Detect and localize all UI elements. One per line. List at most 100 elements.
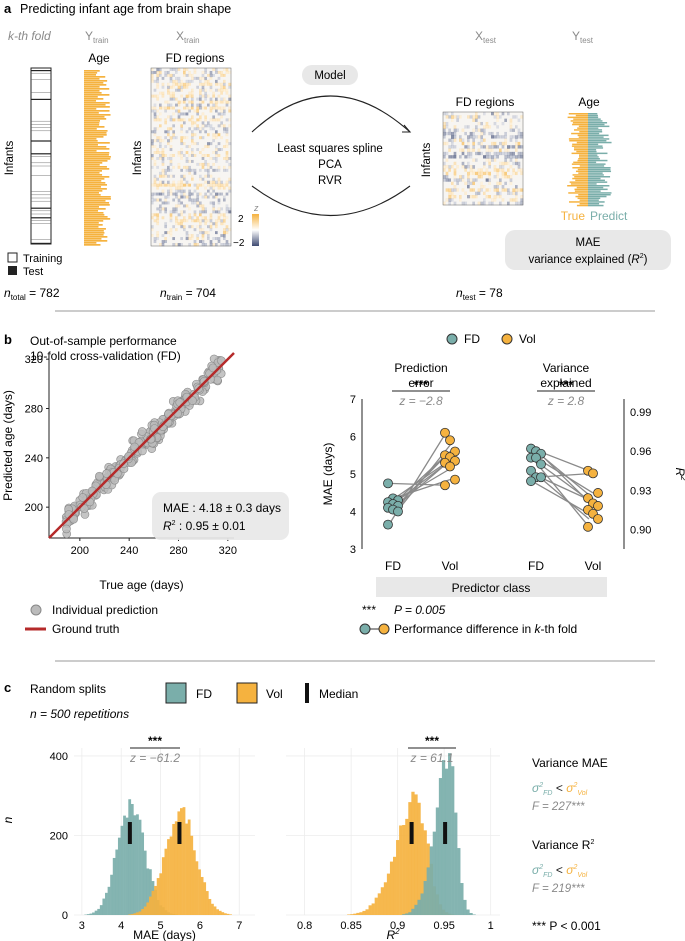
heat-cell [196, 159, 200, 164]
heat-cell [175, 162, 178, 167]
heat-cell [164, 136, 168, 140]
heat-cell [172, 76, 176, 81]
heat-cell [217, 124, 221, 128]
heat-cell [469, 138, 473, 143]
heat-cell [456, 175, 460, 179]
heat-cell [456, 125, 460, 129]
heat-cell [477, 201, 481, 206]
heat-cell [161, 240, 165, 244]
heat-cell [467, 131, 470, 136]
heat-cell [188, 201, 192, 205]
heat-cell [161, 76, 165, 81]
heat-cell [201, 192, 205, 196]
heat-cell [459, 151, 462, 156]
heat-cell [451, 198, 454, 202]
heat-cell [207, 204, 210, 208]
age-test-true-bar [578, 172, 588, 174]
heat-cell [191, 204, 194, 208]
heat-cell [491, 191, 494, 196]
age-test-true-bar [577, 168, 588, 171]
heat-cell [185, 177, 189, 182]
heat-cell [191, 112, 194, 116]
heat-cell [467, 138, 470, 143]
heat-cell [228, 231, 232, 235]
age-test-pred-bar [588, 120, 603, 122]
heat-cell [515, 128, 518, 133]
heat-cell [467, 135, 470, 139]
heat-cell [453, 138, 457, 143]
age-train-bar [84, 206, 99, 208]
heat-cell [499, 181, 502, 186]
heat-cell [448, 131, 452, 136]
heat-cell [509, 135, 513, 139]
heat-cell [185, 234, 189, 238]
heat-cell [207, 97, 210, 101]
heat-cell [225, 100, 229, 104]
heat-cell [223, 231, 226, 235]
heat-cell [461, 125, 465, 129]
r2-vol-bar [350, 914, 354, 915]
heat-cell [491, 195, 494, 199]
heat-cell [185, 76, 189, 81]
heat-cell [209, 148, 213, 152]
heat-cell [480, 115, 484, 119]
heat-cell [501, 121, 505, 126]
r2-tick-label: 0.93 [630, 485, 651, 497]
heat-cell [477, 181, 481, 186]
age-test-pred-bar [588, 158, 600, 160]
heat-cell [177, 124, 181, 128]
age-train-bar [84, 72, 98, 74]
heat-cell [177, 228, 181, 232]
heat-cell [172, 124, 176, 128]
heat-cell [448, 141, 452, 146]
heat-cell [209, 222, 213, 226]
age-test-true-bar [578, 136, 588, 138]
heat-cell [509, 131, 513, 136]
heat-cell [448, 125, 452, 129]
heat-cell [191, 174, 194, 179]
heat-cell [217, 79, 221, 84]
heat-cell [151, 186, 154, 190]
mae-fd-bar [125, 817, 129, 915]
heat-cell [177, 121, 181, 125]
heat-cell [180, 133, 184, 137]
heat-cell [204, 91, 208, 95]
heat-cell [512, 118, 516, 123]
r2-vol-bar [396, 840, 400, 915]
heat-cell [201, 225, 205, 229]
heat-cell [448, 158, 452, 163]
heat-cell [151, 162, 154, 167]
heat-cell [153, 130, 157, 134]
heat-cell [193, 121, 197, 125]
heat-cell [223, 142, 226, 146]
heat-cell [204, 151, 208, 155]
heat-cell [188, 168, 192, 173]
heat-cell [451, 191, 454, 196]
mae-vol-bar [136, 912, 139, 915]
heat-cell [209, 115, 213, 119]
heat-cell [217, 106, 221, 110]
heat-cell [517, 181, 521, 186]
heat-cell [156, 192, 160, 196]
heat-cell [461, 171, 465, 176]
age-train-bar [84, 148, 110, 150]
heat-cell [185, 159, 189, 164]
mae-vol-bar [174, 821, 178, 915]
fold-test-stripe [31, 140, 51, 142]
heat-cell [201, 82, 205, 87]
heat-cell [488, 121, 492, 126]
heat-cell [509, 112, 513, 116]
age-test-true-bar [575, 170, 588, 173]
heat-cell [225, 157, 229, 161]
heat-cell [180, 79, 184, 84]
heat-cell [472, 175, 476, 179]
heat-cell [464, 161, 468, 166]
heat-cell [204, 168, 208, 173]
heat-cell [172, 82, 176, 87]
heat-cell [183, 174, 186, 179]
heat-cell [212, 121, 216, 125]
heat-cell [469, 155, 473, 159]
heat-cell [499, 178, 502, 183]
age-test-true-bar [567, 185, 588, 187]
heat-cell [215, 154, 218, 158]
